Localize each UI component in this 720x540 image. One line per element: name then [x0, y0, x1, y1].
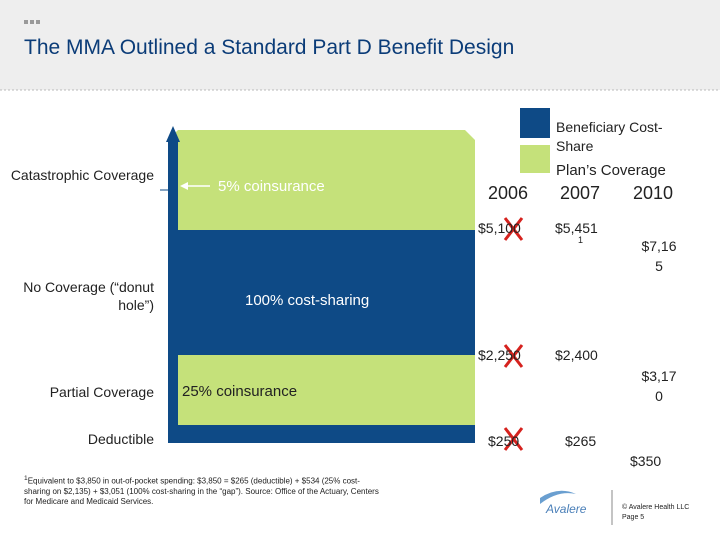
footnote-text: Equivalent to $3,850 in out-of-pocket sp…: [24, 476, 360, 496]
header-band: [0, 0, 720, 90]
deductible: [168, 425, 475, 443]
tier-description: 5% coinsurance: [218, 178, 325, 195]
slide-title: The MMA Outlined a Standard Part D Benef…: [24, 36, 515, 59]
value: $350: [630, 453, 662, 469]
value: $5,451: [555, 220, 598, 236]
partial-share: [168, 355, 178, 425]
value: $265: [565, 433, 597, 449]
year: 2010: [632, 183, 674, 203]
value: $2,250: [478, 347, 521, 363]
strike-marks: [503, 217, 524, 451]
catastrophic-share: [168, 140, 178, 230]
value: $3,170: [641, 368, 677, 404]
legend-label: Plan’s Coverage: [556, 162, 666, 179]
copyright: © Avalere Health LLC: [622, 504, 690, 511]
year: 2007: [560, 183, 601, 203]
tier-label: Partial Coverage: [49, 384, 154, 400]
footnote: 1Equivalent to $3,850 in out-of-pocket s…: [24, 474, 384, 507]
footnote-marker: 1: [24, 475, 28, 482]
tier-description: 100% cost-sharing: [245, 292, 370, 309]
year: 2006: [488, 183, 529, 203]
dot: [24, 20, 28, 24]
tier-label: Catastrophic Coverage: [10, 167, 154, 183]
pointer-head: [180, 182, 188, 190]
source: Source: Office of the Actuary, Centers f…: [24, 486, 379, 506]
footnote-marker: 1: [578, 235, 584, 245]
dot: [30, 20, 34, 24]
dot: [36, 20, 40, 24]
value: $2,400: [555, 347, 598, 363]
page-number: Page 5: [622, 514, 645, 521]
tier-description: 25% coinsurance: [182, 383, 298, 400]
donut-hole: [168, 230, 475, 355]
logo-mark: [540, 490, 576, 504]
legend-swatch: [520, 145, 550, 173]
legend-label: Beneficiary Cost-Share: [556, 119, 663, 154]
logo: Avalere: [546, 502, 587, 516]
tier-label: Deductible: [87, 431, 154, 447]
value: $250: [488, 433, 520, 449]
arrow-up: [166, 126, 180, 142]
value: $5,100: [478, 220, 521, 236]
legend-swatch: [520, 108, 550, 138]
tier-label: No Coverage (“donut hole”): [23, 279, 154, 313]
value: $7,165: [641, 238, 677, 274]
